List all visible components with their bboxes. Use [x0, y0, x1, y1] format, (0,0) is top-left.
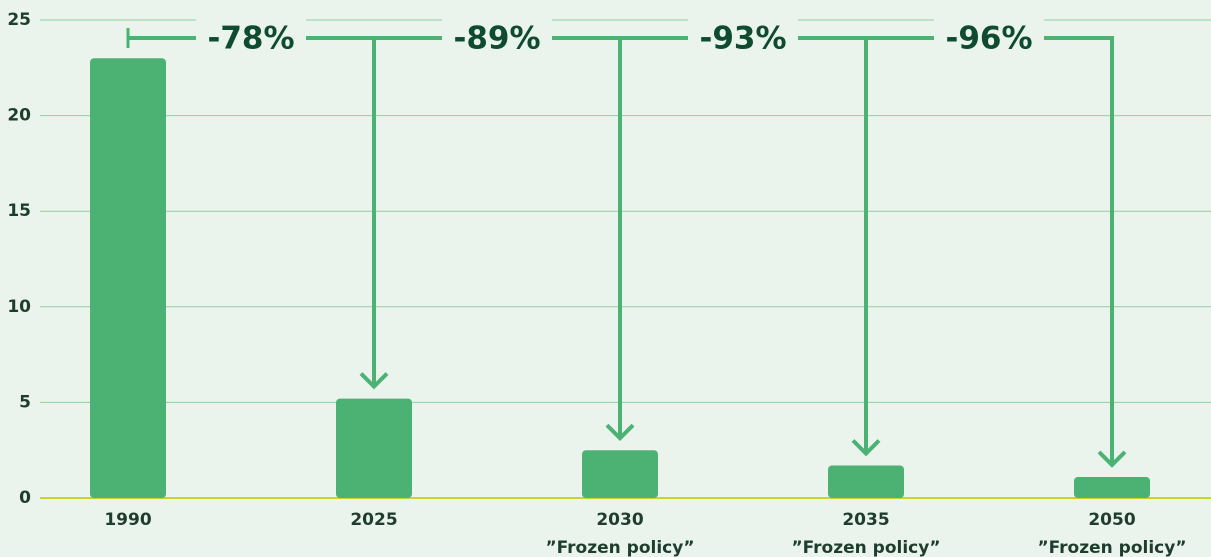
annotation-bg: [442, 18, 552, 58]
y-tick-label: 5: [19, 392, 31, 412]
bar: [582, 450, 658, 498]
annotation: -96%: [945, 21, 1032, 57]
bar: [1074, 476, 1150, 498]
arrow-head: [851, 439, 881, 457]
x-tick-label: ”Frozen policy”: [545, 538, 694, 557]
x-tick-label: 2025: [350, 510, 397, 530]
arrow-head: [605, 423, 635, 442]
x-tick-label: ”Frozen policy”: [1037, 538, 1186, 557]
y-tick-label: 15: [7, 201, 31, 221]
annotation-bg: [934, 18, 1044, 58]
bar: [336, 398, 412, 498]
y-tick-label: 20: [7, 106, 31, 126]
y-tick-label: 10: [7, 297, 31, 317]
x-tick-label: ”Frozen policy”: [791, 538, 940, 557]
x-tick-label: 2035: [842, 510, 889, 530]
annotation-bg: [688, 18, 798, 58]
y-tick-label: 0: [19, 488, 31, 508]
x-tick-label: 1990: [104, 510, 151, 530]
annotation: -89%: [453, 21, 540, 57]
bar: [828, 465, 904, 498]
bar: [90, 58, 166, 499]
y-tick-label: 25: [7, 10, 31, 30]
annotation: -93%: [699, 21, 786, 57]
annotation: -78%: [207, 21, 294, 57]
x-tick-label: 2030: [596, 510, 643, 530]
arrow-head: [1097, 450, 1127, 468]
x-tick-label: 2050: [1088, 510, 1135, 530]
annotation-bg: [196, 18, 306, 58]
arrow-head: [359, 372, 389, 390]
